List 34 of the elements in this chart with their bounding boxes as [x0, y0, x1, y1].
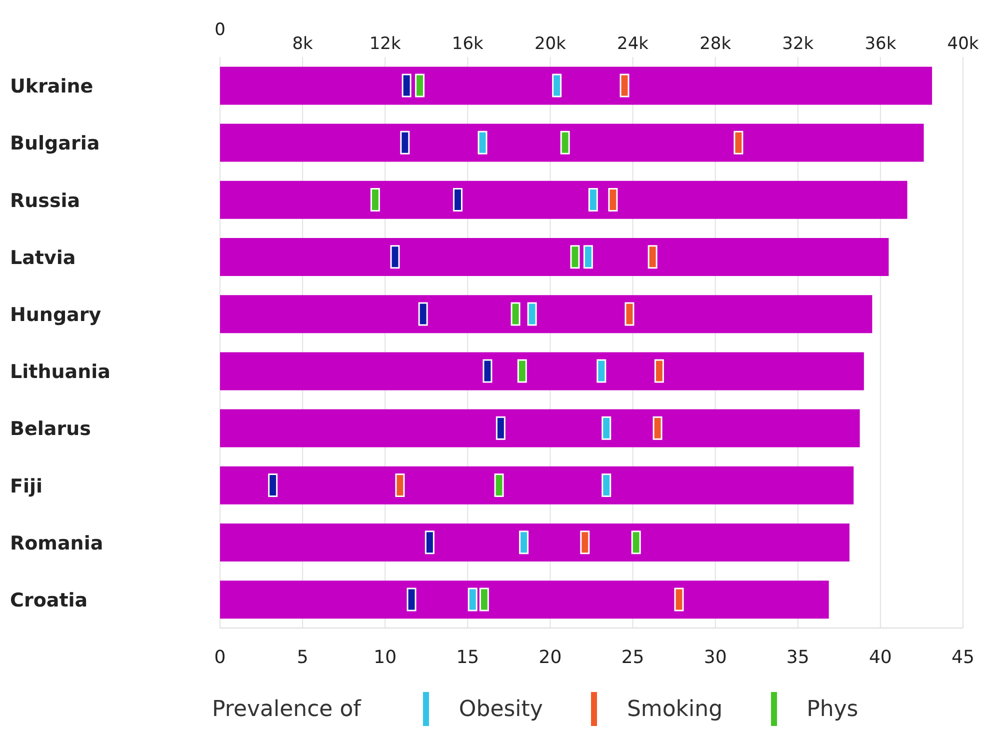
x2-tick-label: 12k: [369, 34, 401, 54]
legend-title: Prevalence of: [212, 696, 361, 722]
x2-tick-label: 28k: [700, 34, 732, 54]
x-tick-label: 10: [374, 646, 397, 668]
y-tick-label: Ukraine: [10, 76, 94, 98]
text: 0: [214, 20, 226, 40]
legend-label: Smoking: [626, 696, 723, 722]
x-tick-label: 0: [214, 646, 226, 668]
y-tick-label: Fiji: [10, 475, 43, 498]
x2-tick-label: 36k: [864, 34, 896, 54]
x2-tick-label: 16k: [452, 34, 484, 54]
x-tick-label: 45: [952, 646, 974, 668]
x-tick-label: 35: [786, 646, 810, 668]
x-tick-label: 30: [704, 646, 727, 668]
legend-label: Phys: [806, 696, 858, 722]
x2-tick-label: 24k: [617, 34, 649, 54]
x-tick-label: 15: [456, 646, 480, 668]
x-tick-label: 40: [868, 646, 892, 668]
x2-tick-label: 8k: [292, 34, 314, 54]
y-tick-label: Croatia: [10, 589, 88, 612]
x2-tick-label: 20k: [534, 34, 566, 54]
x2-tick-label: 32k: [782, 34, 814, 54]
x-tick-label: 20: [538, 646, 562, 668]
y-tick-label: Latvia: [10, 246, 76, 269]
y-tick-label: Bulgaria: [10, 132, 100, 155]
y-tick-label: Lithuania: [10, 361, 110, 384]
x-tick-label: 5: [296, 646, 308, 668]
legend-label: Obesity: [458, 696, 543, 722]
y-tick-label: Hungary: [10, 304, 102, 326]
y-tick-label: Russia: [10, 190, 80, 212]
x2-tick-label: 40k: [947, 34, 979, 54]
x-tick-label: 25: [621, 646, 644, 668]
y-tick-label: Belarus: [10, 418, 91, 440]
y-tick-label: Romania: [10, 532, 104, 554]
